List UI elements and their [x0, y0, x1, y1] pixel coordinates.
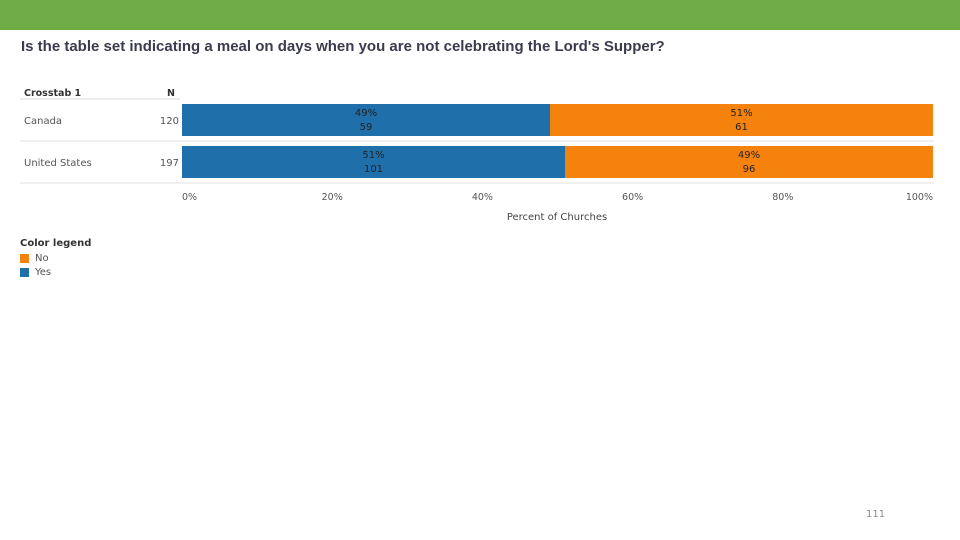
data-label-count: 61 [735, 122, 748, 133]
x-tick-label: 60% [622, 192, 643, 203]
data-label-count: 59 [360, 122, 373, 133]
table-header-label: Crosstab 1 [24, 88, 81, 99]
n-header-label: N [167, 88, 175, 99]
legend-label-no: No [35, 252, 49, 264]
x-tick-label: 40% [472, 192, 493, 203]
x-axis-title: Percent of Churches [507, 212, 607, 223]
bar-yes-united-states [182, 146, 565, 178]
bar-no-canada [550, 104, 933, 136]
x-tick-label: 100% [906, 192, 933, 203]
data-label-percent: 49% [738, 150, 760, 161]
legend-item-yes: Yes [20, 265, 91, 279]
bar-no-united-states [565, 146, 933, 178]
row-label-canada: Canada [24, 116, 62, 127]
row-n-united-states: 197 [160, 158, 179, 169]
legend-label-yes: Yes [35, 266, 52, 278]
data-label-count: 101 [364, 164, 383, 175]
legend-title: Color legend [20, 238, 92, 249]
x-tick-label: 20% [322, 192, 343, 203]
slide-title: Is the table set indicating a meal on da… [21, 38, 665, 55]
bars-group: 49% 59 51% 61 51% 101 49% 96 [182, 104, 933, 178]
row-label-united-states: United States [24, 158, 92, 169]
data-label-percent: 51% [730, 108, 752, 119]
legend-swatch-yes [20, 267, 29, 277]
legend-item-no: No [20, 251, 91, 265]
legend-swatch-no [20, 253, 29, 263]
data-label-percent: 51% [362, 150, 384, 161]
bar-yes-canada [182, 104, 550, 136]
data-label-count: 96 [743, 164, 756, 175]
header-band [0, 0, 960, 30]
data-label-percent: 49% [355, 108, 377, 119]
row-n-canada: 120 [160, 116, 179, 127]
x-tick-label: 80% [772, 192, 793, 203]
x-tick-label: 0% [182, 192, 197, 203]
color-legend: Color legend No Yes [20, 238, 91, 279]
x-axis-ticks: 0% 20% 40% 60% 80% 100% [182, 192, 933, 203]
page-number: 111 [866, 509, 886, 520]
